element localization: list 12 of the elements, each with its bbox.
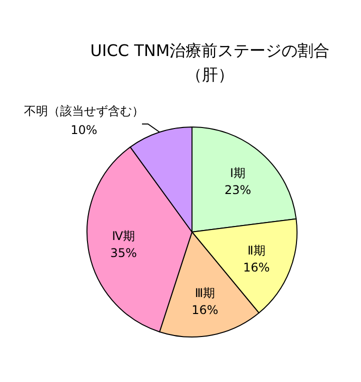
data-label: 16%	[192, 303, 218, 318]
chart-subtitle: （肝）	[186, 65, 234, 84]
data-label: 16%	[243, 260, 270, 275]
slice-label: Ⅳ期	[112, 228, 136, 243]
data-label: 23%	[224, 183, 252, 198]
slice-label: Ⅲ期	[194, 286, 216, 300]
data-label: 35%	[110, 246, 137, 260]
data-label: 10%	[70, 123, 98, 137]
chart-title: UICC TNM治療前ステージの割合	[90, 41, 330, 60]
slice-label: 不明（該当せず含む）	[24, 104, 144, 118]
slice-label: Ⅱ期	[247, 244, 266, 258]
slice-label: Ⅰ期	[230, 166, 246, 180]
